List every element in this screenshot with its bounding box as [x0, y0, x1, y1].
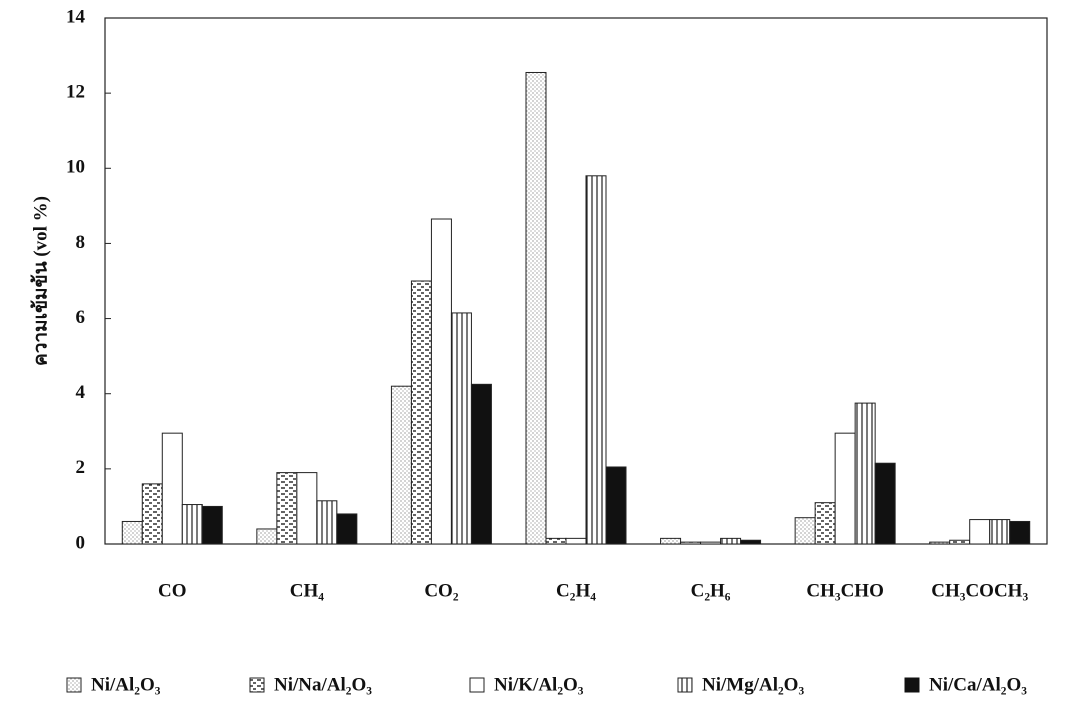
bar — [451, 313, 471, 544]
y-tick-label: 14 — [66, 6, 86, 27]
legend-swatch — [905, 678, 919, 692]
y-tick-label: 4 — [76, 382, 86, 403]
plot-frame — [105, 18, 1047, 544]
x-tick-label: CO — [158, 580, 187, 601]
bar — [606, 467, 626, 544]
bar — [681, 542, 701, 544]
bar — [566, 538, 586, 544]
legend-label: Ni/Mg/Al₂O₃ — [702, 674, 804, 695]
y-tick-label: 10 — [66, 157, 85, 178]
bar — [586, 176, 606, 544]
bar — [391, 386, 411, 544]
bar — [815, 503, 835, 544]
legend-label: Ni/Na/Al₂O₃ — [274, 674, 372, 695]
y-tick-label: 0 — [76, 532, 86, 553]
bar — [202, 506, 222, 544]
bar — [950, 540, 970, 544]
y-axis-label: ความเข้มข้น (vol %) — [29, 196, 51, 366]
bar — [875, 463, 895, 544]
bar — [835, 433, 855, 544]
bar — [795, 518, 815, 544]
bar — [930, 542, 950, 544]
bar — [297, 473, 317, 544]
legend-label: Ni/Ca/Al₂O₃ — [929, 674, 1027, 695]
legend-swatch — [67, 678, 81, 692]
bar — [526, 72, 546, 544]
bar — [411, 281, 431, 544]
bar — [162, 433, 182, 544]
bar — [661, 538, 681, 544]
chart: ความเข้มข้น (vol %) 0 2 4 6 8 10 12 14 CO CH₄ CO₂ C… — [0, 0, 1081, 703]
bar — [855, 403, 875, 544]
x-tick-label: CH₃COCH₃ — [931, 580, 1028, 601]
y-tick-label: 2 — [76, 457, 86, 478]
bar — [1010, 521, 1030, 544]
bar — [970, 520, 990, 544]
x-tick-label: C₂H₄ — [556, 580, 596, 601]
bar — [317, 501, 337, 544]
bar — [471, 384, 491, 544]
bar — [122, 521, 142, 544]
y-tick-label: 12 — [66, 82, 85, 103]
x-tick-label: CH₄ — [290, 580, 325, 601]
legend-label: Ni/Al₂O₃ — [91, 674, 161, 695]
x-tick-label: CH₃CHO — [806, 580, 883, 601]
y-tick-label: 6 — [76, 307, 86, 328]
bar — [701, 542, 721, 544]
x-tick-label: C₂H₆ — [691, 580, 731, 601]
x-tick-label: CO₂ — [424, 580, 459, 601]
bar — [142, 484, 162, 544]
bar — [337, 514, 357, 544]
legend-label: Ni/K/Al₂O₃ — [494, 674, 584, 695]
legend-swatch — [678, 678, 692, 692]
bar — [182, 505, 202, 544]
legend-swatch — [470, 678, 484, 692]
bar — [721, 538, 741, 544]
bar — [431, 219, 451, 544]
y-tick-label: 8 — [76, 232, 86, 253]
bar — [546, 538, 566, 544]
bar — [277, 473, 297, 544]
bar — [257, 529, 277, 544]
legend-swatch — [250, 678, 264, 692]
bar — [741, 540, 761, 544]
bar — [990, 520, 1010, 544]
